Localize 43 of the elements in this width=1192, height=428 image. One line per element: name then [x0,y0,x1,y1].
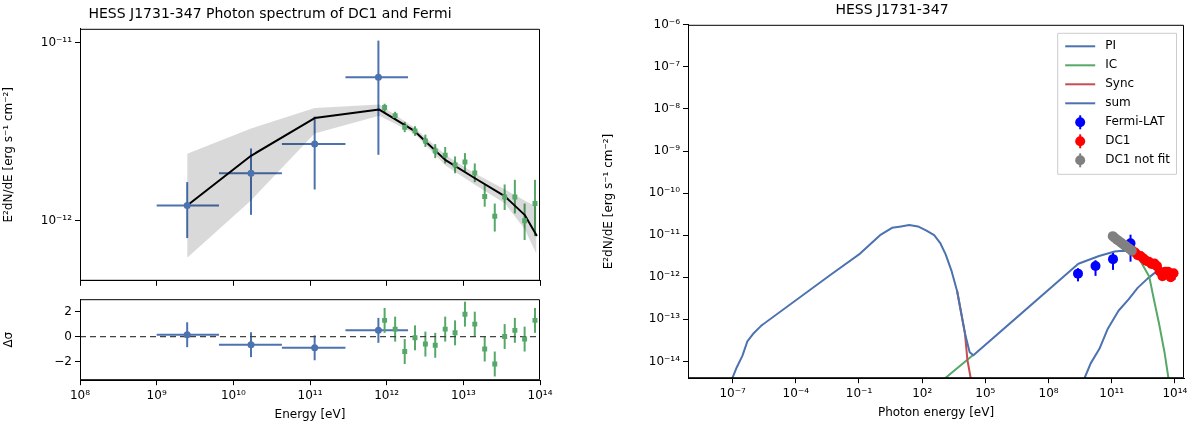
legend-label: Fermi-LAT [1105,114,1166,129]
y-tick-label: 10⁻¹² [40,212,73,227]
y-tick-label: 0 [64,328,72,343]
x-tick-label: 10¹⁴ [527,387,553,402]
legend-label: Sync [1105,76,1135,91]
x-tick-label: 10⁹ [146,387,167,402]
chart-title: HESS J1731-347 Photon spectrum of DC1 and Fermi [88,5,452,22]
y-tick-label: −2 [54,353,72,368]
x-axis-title: Photon energy [eV] [877,404,995,419]
x-axis-title: Energy [eV] [274,406,346,421]
chart-title: HESS J1731-347 [835,1,949,18]
x-tick-label: 10⁻⁷ [719,385,747,400]
x-tick-label: 10⁻¹ [845,385,873,400]
y-tick-label: 10⁻¹² [648,269,681,284]
y-tick-label: 2 [64,303,72,318]
y-axis-title: E²dN/dE [erg s⁻¹ cm⁻²] [1,87,16,223]
x-tick-label: 10⁸ [1038,385,1059,400]
x-tick-label: 10⁻⁴ [782,385,810,400]
y-tick-label: 10⁻⁷ [653,59,681,74]
y-axis-title: Δσ [1,331,16,348]
x-tick-label: 10⁸ [69,387,91,402]
x-tick-label: 10¹¹ [1099,385,1125,400]
y-tick-label: 10⁻⁶ [653,16,681,31]
y-tick-label: 10⁻¹⁴ [648,353,681,368]
legend-label: PI [1105,38,1116,53]
x-tick-label: 10¹² [374,387,400,402]
y-tick-label: 10⁻¹⁰ [648,185,681,200]
x-tick-label: 10¹³ [450,387,476,402]
y-tick-label: 10⁻¹³ [648,311,681,326]
y-tick-label: 10⁻¹¹ [648,227,681,242]
legend-label: sum [1105,95,1131,110]
legend-label: DC1 not fit [1105,152,1171,167]
legend-label: IC [1105,57,1118,72]
x-tick-label: 10¹⁴ [1162,385,1188,400]
legend-label: DC1 [1105,133,1131,148]
y-tick-label: 10⁻⁹ [653,143,681,158]
y-axis-title: E²dN/dE [erg s⁻¹ cm⁻²] [601,133,616,270]
x-tick-label: 10¹⁰ [220,387,246,402]
x-tick-label: 10¹¹ [297,387,323,402]
x-tick-label: 10² [912,385,933,400]
x-tick-label: 10⁵ [975,385,996,400]
y-tick-label: 10⁻¹¹ [40,35,73,50]
y-tick-label: 10⁻⁸ [653,101,681,116]
